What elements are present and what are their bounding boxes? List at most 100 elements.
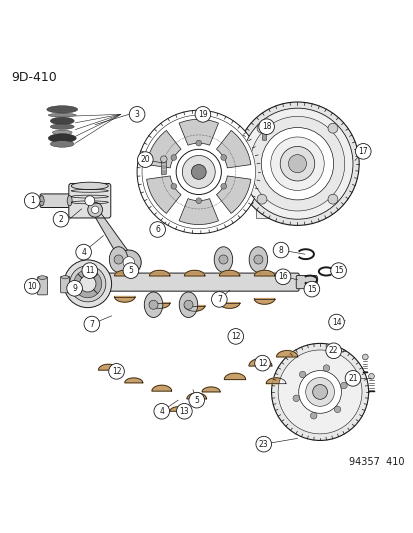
Circle shape [116, 250, 141, 274]
Ellipse shape [71, 182, 108, 190]
Wedge shape [216, 176, 250, 213]
Circle shape [84, 316, 100, 332]
Text: 5: 5 [128, 266, 133, 275]
Circle shape [171, 155, 176, 160]
Circle shape [325, 343, 341, 359]
Text: 8: 8 [278, 246, 283, 255]
Polygon shape [224, 373, 245, 379]
Circle shape [361, 354, 367, 360]
Circle shape [330, 263, 346, 278]
FancyBboxPatch shape [256, 126, 278, 218]
Circle shape [327, 194, 337, 204]
Ellipse shape [253, 255, 262, 264]
Wedge shape [179, 119, 218, 145]
Circle shape [211, 292, 227, 307]
Ellipse shape [183, 300, 192, 309]
Circle shape [275, 269, 290, 285]
Polygon shape [219, 303, 239, 309]
Polygon shape [254, 270, 274, 276]
Text: 9: 9 [72, 284, 77, 293]
Polygon shape [98, 364, 118, 370]
Circle shape [270, 137, 323, 190]
Text: 15: 15 [333, 266, 342, 275]
Circle shape [261, 127, 333, 200]
Circle shape [176, 403, 192, 419]
Ellipse shape [38, 276, 47, 279]
Text: 13: 13 [179, 407, 189, 416]
Circle shape [182, 156, 215, 188]
Circle shape [323, 365, 329, 372]
Text: 19: 19 [197, 110, 207, 119]
Circle shape [129, 107, 145, 122]
Circle shape [82, 263, 97, 278]
Polygon shape [184, 270, 204, 276]
Wedge shape [146, 176, 180, 213]
Circle shape [85, 196, 95, 206]
Circle shape [133, 270, 138, 275]
Ellipse shape [50, 117, 74, 125]
Polygon shape [149, 303, 170, 309]
Text: 16: 16 [278, 272, 287, 281]
Text: 18: 18 [261, 122, 271, 131]
Polygon shape [186, 393, 206, 399]
Circle shape [327, 123, 337, 133]
Circle shape [220, 183, 226, 189]
Circle shape [64, 260, 112, 308]
Text: 3: 3 [134, 110, 139, 119]
Text: 22: 22 [328, 346, 337, 356]
Circle shape [288, 155, 306, 173]
Polygon shape [91, 210, 136, 262]
Circle shape [333, 406, 340, 413]
Ellipse shape [39, 196, 44, 206]
Ellipse shape [67, 196, 72, 206]
FancyBboxPatch shape [60, 277, 69, 293]
Polygon shape [124, 378, 142, 383]
Ellipse shape [50, 124, 74, 130]
Text: 4: 4 [159, 407, 164, 416]
Circle shape [88, 203, 102, 217]
Text: 10: 10 [27, 282, 37, 290]
Circle shape [137, 152, 153, 167]
Ellipse shape [149, 300, 158, 309]
FancyBboxPatch shape [262, 131, 266, 140]
Circle shape [280, 147, 314, 181]
Circle shape [298, 370, 341, 413]
Circle shape [355, 143, 370, 159]
Circle shape [261, 126, 266, 131]
Polygon shape [152, 385, 171, 391]
Circle shape [241, 108, 352, 219]
Polygon shape [219, 270, 239, 276]
Circle shape [220, 155, 226, 160]
Circle shape [273, 242, 288, 258]
Circle shape [256, 123, 266, 133]
Ellipse shape [179, 292, 197, 318]
Circle shape [188, 392, 204, 408]
Text: 12: 12 [112, 367, 121, 376]
Ellipse shape [218, 255, 228, 264]
Circle shape [53, 212, 69, 227]
Polygon shape [184, 305, 204, 311]
Wedge shape [216, 131, 250, 168]
Polygon shape [149, 270, 170, 276]
Circle shape [69, 265, 106, 302]
Text: 15: 15 [306, 285, 316, 294]
Circle shape [312, 384, 327, 399]
FancyBboxPatch shape [69, 183, 111, 218]
Circle shape [137, 110, 260, 233]
Circle shape [258, 119, 274, 134]
Circle shape [171, 183, 176, 189]
Polygon shape [248, 359, 271, 366]
Ellipse shape [52, 130, 72, 135]
Circle shape [303, 281, 319, 297]
Wedge shape [179, 199, 218, 224]
Polygon shape [170, 407, 186, 411]
Circle shape [278, 350, 361, 434]
Text: 17: 17 [358, 147, 367, 156]
Circle shape [195, 140, 201, 146]
Polygon shape [202, 387, 220, 392]
Circle shape [74, 270, 102, 298]
Text: 94357  410: 94357 410 [348, 457, 404, 467]
Circle shape [305, 377, 334, 406]
Ellipse shape [48, 114, 76, 117]
Circle shape [235, 102, 358, 225]
